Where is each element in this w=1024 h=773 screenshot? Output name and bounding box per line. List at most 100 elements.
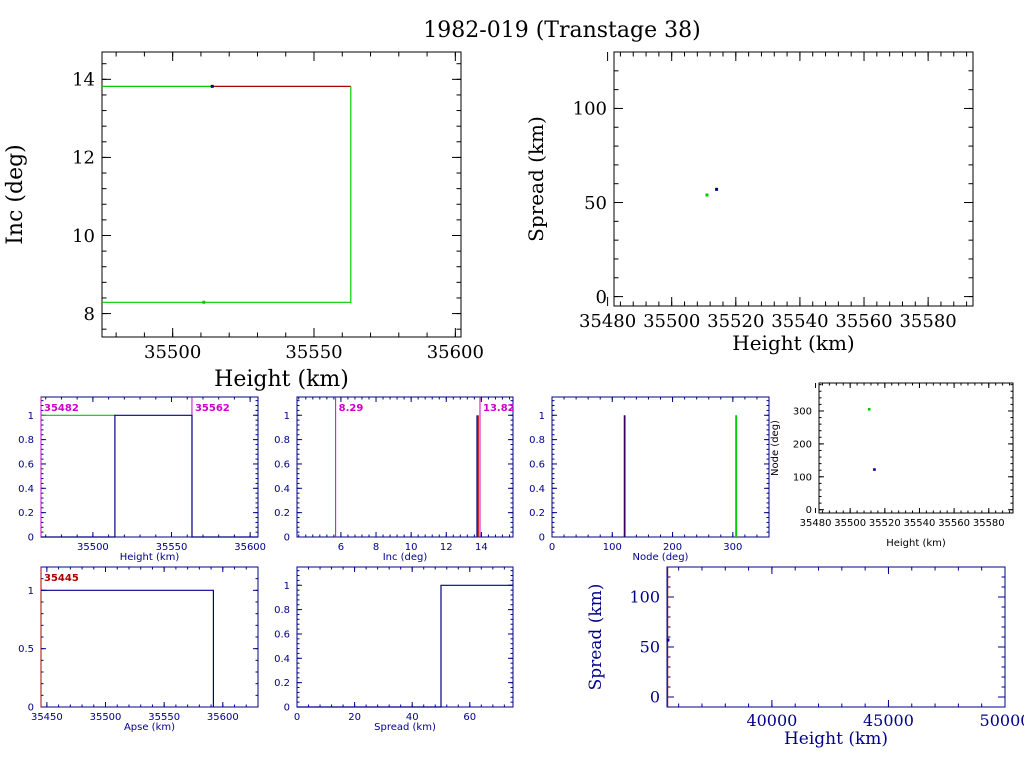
plot-frame (666, 566, 1006, 708)
x-tick-label: 35550 (148, 712, 180, 723)
x-tick-label: 8 (373, 542, 379, 553)
x-tick-label: 35500 (90, 712, 122, 723)
plot-frame (40, 396, 259, 538)
y-tick-label: 0 (596, 287, 607, 308)
y-tick-label: 0.5 (18, 644, 34, 655)
y-tick-label: 50 (640, 638, 660, 657)
y-tick-label: 0.4 (529, 484, 545, 495)
x-axis-label: Apse (km) (124, 722, 175, 733)
x-tick-label: 6 (338, 542, 344, 553)
chart-spread_vs_height_top: 35480 35500 35520 35540 35560 35580 0 50 100 Heig… (524, 51, 974, 355)
page-title: 1982-019 (Transtage 38) (423, 18, 700, 43)
x-tick-label: 35450 (31, 712, 63, 723)
y-tick-label: 0 (284, 703, 290, 714)
y-tick-label: 0.2 (274, 678, 290, 689)
series-line-green (102, 86, 352, 303)
x-tick-label: 35560 (835, 311, 892, 332)
plot-frame (296, 566, 514, 708)
x-tick-label: 35480 (579, 311, 636, 332)
y-tick-label: 50 (584, 193, 607, 214)
x-axis-label: Height (km) (886, 538, 946, 549)
y-tick-label: 0.8 (274, 435, 290, 446)
series-line-blue (41, 414, 258, 538)
x-axis-label: Spread (km) (374, 722, 436, 733)
x-tick-label: 35600 (207, 712, 239, 723)
x-axis-label: Height (km) (214, 367, 349, 392)
chart-height_cdf: 35500 35550 35600 0 0.2 0.4 0.6 0.8 1 Height (km)… (18, 396, 266, 563)
y-tick-label: 0.4 (18, 484, 34, 495)
y-tick-label: 0.4 (274, 484, 290, 495)
reference-line-label: 13.82 (483, 403, 515, 414)
plot-frame (613, 51, 974, 307)
y-axis-label: Spread (km) (586, 584, 606, 691)
reference-line-label: 35445 (44, 573, 79, 584)
x-tick-label: 300 (723, 542, 742, 553)
x-tick-label: 10 (405, 542, 418, 553)
y-tick-label: 0.6 (529, 459, 545, 470)
plot-frame (101, 51, 462, 338)
y-axis-label: Node (deg) (770, 420, 781, 476)
y-tick-label: 0.4 (274, 654, 290, 665)
x-tick-label: 35550 (285, 342, 342, 363)
chart-apse_cdf: 35450 35500 35550 35600 0 0.5 1 Apse (km) 35445 (18, 566, 259, 733)
y-axis-label: Spread (km) (524, 116, 548, 242)
x-tick-label: 20 (348, 712, 361, 723)
x-tick-label: 60 (463, 712, 476, 723)
y-tick-label: 0.2 (529, 508, 545, 519)
x-tick-label: 14 (475, 542, 488, 553)
y-tick-label: 0 (650, 688, 660, 707)
x-tick-label: 40 (406, 712, 419, 723)
x-tick-label: 35560 (938, 518, 970, 529)
plot-frame (40, 566, 259, 708)
y-tick-label: 0 (539, 533, 545, 544)
y-tick-label: 100 (629, 588, 660, 607)
y-tick-label: 8 (84, 304, 95, 325)
x-tick-label: 35600 (234, 542, 266, 553)
y-tick-label: 12 (72, 148, 95, 169)
y-tick-label: 0.8 (274, 605, 290, 616)
data-point-green (202, 300, 206, 304)
chart-spread_cdf: 0 20 40 60 0 0.2 0.4 0.6 0.8 1 Spread (km) (274, 566, 514, 733)
y-tick-label: 0 (28, 533, 34, 544)
series-line-blue (41, 589, 214, 707)
y-tick-label: 1 (28, 586, 34, 597)
x-tick-label: 0 (294, 712, 300, 723)
y-tick-label: 0.2 (18, 508, 34, 519)
data-point-blue (873, 468, 876, 471)
y-tick-label: 0.6 (274, 459, 290, 470)
x-tick-label: 35580 (973, 518, 1005, 529)
x-axis-label: Height (km) (120, 552, 180, 563)
x-tick-label: 35500 (77, 542, 109, 553)
y-tick-label: 1 (539, 411, 545, 422)
data-point-blue (210, 84, 214, 88)
y-tick-label: 1 (284, 581, 290, 592)
reference-line-label: 35482 (44, 403, 79, 414)
chart-node_vs_height: 35480 35500 35520 35540 35560 35580 0 100 200 300… (770, 382, 1014, 549)
y-tick-label: 0 (28, 703, 34, 714)
y-tick-label: 0 (284, 533, 290, 544)
plot-frame (818, 382, 1014, 514)
x-tick-label: 200 (663, 542, 682, 553)
y-tick-label: 0.2 (274, 508, 290, 519)
y-tick-label: 0.8 (18, 435, 34, 446)
data-point-blue (715, 187, 719, 191)
y-tick-label: 0.6 (18, 459, 34, 470)
x-tick-label: 35540 (904, 518, 936, 529)
y-tick-label: 300 (793, 406, 812, 417)
chart-node_cdf: 0 100 200 300 0 0.2 0.4 0.6 0.8 1 Node (deg) (529, 396, 770, 563)
reference-line-label: 8.29 (339, 403, 364, 414)
data-point-green (705, 193, 709, 197)
reference-line-label: 35562 (195, 403, 230, 414)
plot-frame (296, 396, 514, 538)
x-axis-label: Height (km) (732, 331, 854, 355)
x-tick-label: 100 (603, 542, 622, 553)
x-tick-label: 35600 (427, 342, 484, 363)
x-tick-label: 0 (549, 542, 555, 553)
y-tick-label: 200 (793, 439, 812, 450)
x-tick-label: 35520 (869, 518, 901, 529)
y-tick-label: 1 (284, 411, 290, 422)
x-tick-label: 35580 (899, 311, 956, 332)
